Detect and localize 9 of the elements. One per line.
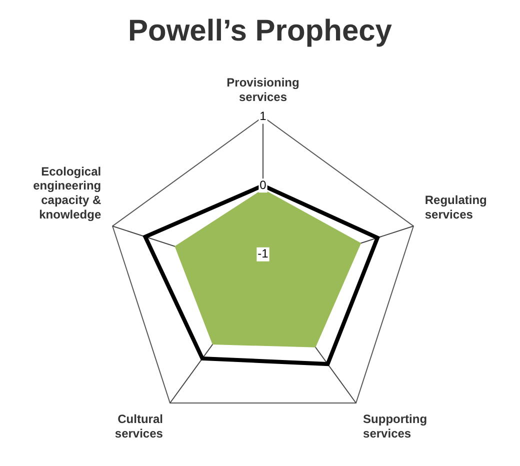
spoke-label: Supporting services <box>363 412 428 441</box>
chart-title: Powell’s Prophecy <box>128 14 392 48</box>
y-tick-label: 0 <box>260 178 267 192</box>
y-tick-label: -1 <box>258 246 269 261</box>
spoke-label: Ecological engineering capacity & knowledge <box>33 164 102 222</box>
y-tick-label: 1 <box>260 109 267 124</box>
spoke-label: Provisioning services <box>226 76 300 104</box>
spoke-label: Cultural services <box>114 412 164 441</box>
spoke-label: Regulating services <box>424 193 487 222</box>
